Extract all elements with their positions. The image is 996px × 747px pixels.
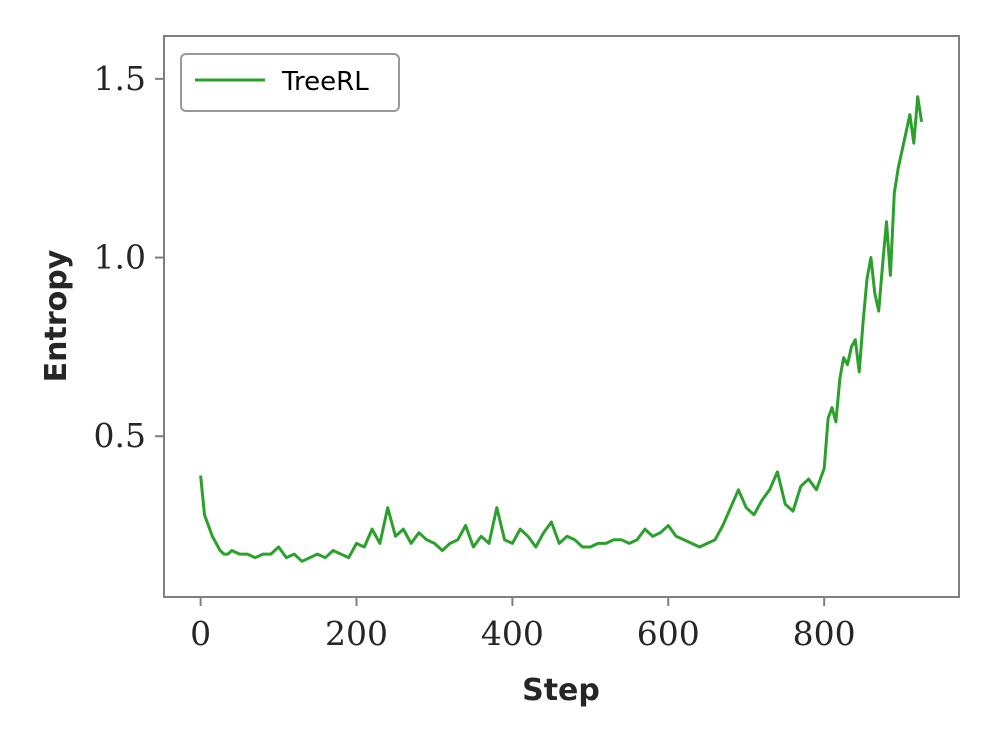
series-line-treerl — [199, 95, 924, 563]
x-axis-title: Step — [522, 673, 600, 708]
x-tick-label: 800 — [793, 614, 856, 653]
legend-box — [180, 53, 400, 112]
y-axis-title: Entropy — [39, 249, 74, 382]
x-tick-label: 200 — [325, 614, 388, 653]
legend: TreeRL — [180, 53, 400, 112]
x-tick-label: 0 — [190, 614, 211, 653]
plot-area — [163, 35, 960, 598]
legend-label: TreeRL — [281, 67, 369, 97]
series-layer — [199, 95, 924, 563]
y-tick-label: 0.5 — [94, 416, 146, 455]
x-tick-label: 600 — [637, 614, 700, 653]
y-axis: 0.5 1.0 1.5 — [94, 59, 164, 455]
y-tick-label: 1.5 — [94, 59, 146, 98]
x-axis: 0 200 400 600 800 — [190, 597, 856, 653]
x-tick-label: 400 — [481, 614, 544, 653]
axes-frame — [163, 35, 960, 598]
y-tick-label: 1.0 — [94, 238, 146, 277]
